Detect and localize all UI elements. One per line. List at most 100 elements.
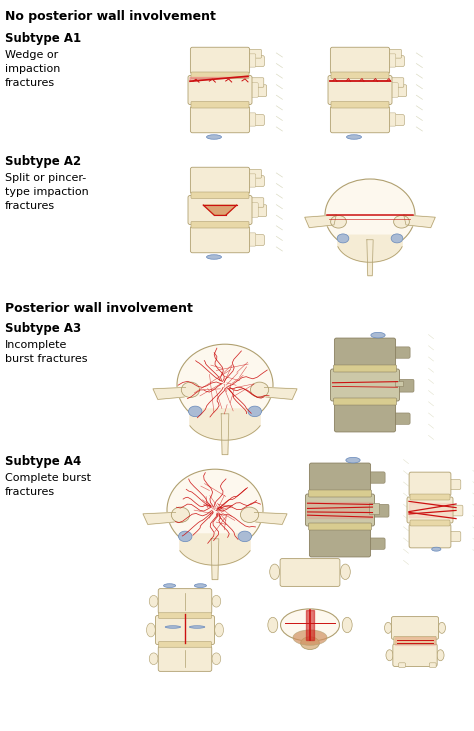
Ellipse shape <box>268 617 278 633</box>
Ellipse shape <box>212 596 221 607</box>
Polygon shape <box>190 76 248 81</box>
Text: Complete burst: Complete burst <box>5 473 91 483</box>
Ellipse shape <box>331 216 346 228</box>
Ellipse shape <box>393 216 410 228</box>
Ellipse shape <box>340 564 350 580</box>
Ellipse shape <box>215 623 224 637</box>
FancyBboxPatch shape <box>246 233 256 246</box>
Polygon shape <box>306 610 314 640</box>
Ellipse shape <box>281 609 339 641</box>
FancyBboxPatch shape <box>191 227 250 253</box>
Polygon shape <box>211 539 219 580</box>
FancyBboxPatch shape <box>388 115 404 126</box>
FancyBboxPatch shape <box>250 205 267 216</box>
Ellipse shape <box>207 254 221 260</box>
FancyBboxPatch shape <box>392 617 438 640</box>
Polygon shape <box>255 512 287 524</box>
FancyBboxPatch shape <box>250 85 267 96</box>
FancyBboxPatch shape <box>249 202 258 217</box>
FancyBboxPatch shape <box>398 379 414 392</box>
FancyBboxPatch shape <box>334 365 396 372</box>
FancyBboxPatch shape <box>246 113 256 126</box>
FancyBboxPatch shape <box>334 338 396 366</box>
Ellipse shape <box>346 458 360 463</box>
Text: burst fractures: burst fractures <box>5 354 88 364</box>
Ellipse shape <box>149 653 158 664</box>
FancyBboxPatch shape <box>306 494 374 526</box>
Polygon shape <box>404 215 435 227</box>
FancyBboxPatch shape <box>248 115 264 126</box>
FancyBboxPatch shape <box>391 77 404 87</box>
Polygon shape <box>264 387 297 399</box>
Ellipse shape <box>189 406 202 417</box>
FancyBboxPatch shape <box>251 77 264 87</box>
Text: fractures: fractures <box>5 487 55 497</box>
Polygon shape <box>409 504 451 517</box>
FancyBboxPatch shape <box>158 588 212 614</box>
Ellipse shape <box>337 234 349 243</box>
FancyBboxPatch shape <box>410 520 450 526</box>
Text: fractures: fractures <box>5 201 55 211</box>
FancyBboxPatch shape <box>452 505 463 516</box>
Text: Split or pincer-: Split or pincer- <box>5 173 86 183</box>
Text: impaction: impaction <box>5 64 60 74</box>
Polygon shape <box>221 414 229 455</box>
Ellipse shape <box>346 135 362 139</box>
FancyBboxPatch shape <box>393 644 437 667</box>
FancyBboxPatch shape <box>388 56 404 67</box>
Polygon shape <box>190 409 260 440</box>
FancyBboxPatch shape <box>191 102 249 108</box>
FancyBboxPatch shape <box>410 494 450 500</box>
Ellipse shape <box>391 234 403 243</box>
FancyBboxPatch shape <box>191 48 250 74</box>
Ellipse shape <box>240 507 259 523</box>
Ellipse shape <box>190 626 205 628</box>
FancyBboxPatch shape <box>328 75 392 105</box>
Ellipse shape <box>212 653 221 664</box>
FancyBboxPatch shape <box>449 531 461 542</box>
FancyBboxPatch shape <box>387 113 396 126</box>
FancyBboxPatch shape <box>188 195 252 224</box>
Ellipse shape <box>182 382 200 398</box>
Polygon shape <box>153 387 186 399</box>
Ellipse shape <box>438 622 446 633</box>
FancyBboxPatch shape <box>369 472 385 483</box>
FancyBboxPatch shape <box>188 75 252 105</box>
Ellipse shape <box>164 584 176 588</box>
Text: No posterior wall involvement: No posterior wall involvement <box>5 10 216 23</box>
Ellipse shape <box>207 135 221 139</box>
Text: Subtype A4: Subtype A4 <box>5 455 81 468</box>
Ellipse shape <box>437 650 444 661</box>
Ellipse shape <box>325 179 415 251</box>
Ellipse shape <box>250 382 269 398</box>
FancyBboxPatch shape <box>248 235 264 246</box>
FancyBboxPatch shape <box>158 613 211 618</box>
FancyBboxPatch shape <box>155 616 215 645</box>
FancyBboxPatch shape <box>310 529 371 557</box>
FancyBboxPatch shape <box>387 54 396 67</box>
FancyBboxPatch shape <box>394 347 410 358</box>
Ellipse shape <box>194 584 207 588</box>
FancyBboxPatch shape <box>389 83 398 97</box>
Ellipse shape <box>146 623 155 637</box>
FancyBboxPatch shape <box>191 72 249 78</box>
Ellipse shape <box>384 622 392 633</box>
FancyBboxPatch shape <box>280 558 340 586</box>
FancyBboxPatch shape <box>399 663 405 667</box>
Text: Subtype A2: Subtype A2 <box>5 155 81 168</box>
FancyBboxPatch shape <box>373 504 389 517</box>
Text: Subtype A1: Subtype A1 <box>5 32 81 45</box>
FancyBboxPatch shape <box>334 404 396 432</box>
Ellipse shape <box>149 596 158 607</box>
Polygon shape <box>308 502 373 518</box>
FancyBboxPatch shape <box>409 524 451 548</box>
Text: Subtype A3: Subtype A3 <box>5 322 81 335</box>
FancyBboxPatch shape <box>310 463 371 491</box>
FancyBboxPatch shape <box>330 106 390 133</box>
FancyBboxPatch shape <box>309 490 372 497</box>
Ellipse shape <box>270 564 280 580</box>
FancyBboxPatch shape <box>246 174 256 187</box>
Ellipse shape <box>177 344 273 425</box>
Ellipse shape <box>165 626 181 628</box>
FancyBboxPatch shape <box>191 192 249 199</box>
